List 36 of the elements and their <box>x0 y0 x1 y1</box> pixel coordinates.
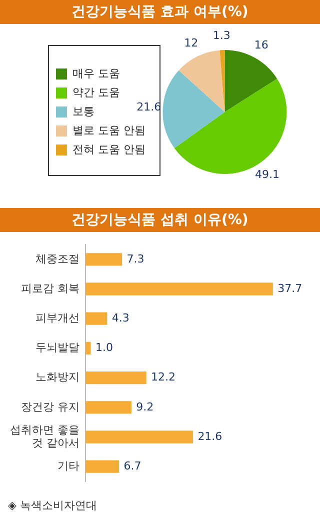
data-label: 7.3 <box>126 252 144 266</box>
y-tick-label: 피부개선 <box>35 311 80 324</box>
y-tick-label: 노화방지 <box>35 370 80 384</box>
data-label: 6.7 <box>124 459 142 472</box>
legend-label: 매우 도움 <box>72 66 120 80</box>
y-tick-label: 두뇌발달 <box>35 341 80 354</box>
y-tick-label: 피로감 회복 <box>20 282 80 295</box>
legend-label: 전혀 도움 안됨 <box>72 142 146 156</box>
y-tick-label: 체중조절 <box>35 252 80 266</box>
bar <box>85 430 194 444</box>
data-label: 16 <box>254 38 268 52</box>
bar <box>85 401 132 414</box>
data-label: 12.2 <box>151 370 176 384</box>
bar <box>85 253 122 266</box>
data-label: 49.1 <box>255 168 280 181</box>
legend-label: 별로 도움 안됨 <box>72 124 146 137</box>
bar <box>85 460 120 473</box>
bar <box>85 282 273 296</box>
data-label: 9.2 <box>136 400 154 414</box>
y-tick-label: 기타 <box>57 459 80 472</box>
text: ◈ 녹색소비자연대 <box>7 498 98 512</box>
data-label: 1.3 <box>212 28 230 42</box>
data-label: 12 <box>184 36 198 50</box>
data-label: 21.6 <box>198 430 222 443</box>
bar <box>85 312 108 325</box>
y-tick-label: 장건강 유지 <box>20 400 80 414</box>
data-label: 37.7 <box>278 282 302 295</box>
data-label: 1.0 <box>95 341 113 354</box>
legend-label: 약간 도움 <box>72 86 120 99</box>
legend-label: 보통 <box>72 104 94 118</box>
y-tick-label: 섭취하면 좋을 것 같아서 <box>10 423 80 450</box>
chart-title: 건강기능식품 효과 여부(%) <box>0 0 320 24</box>
data-label: 4.3 <box>112 311 130 324</box>
bar <box>85 371 146 384</box>
chart-title: 건강기능식품 섭취 이유(%) <box>0 208 320 232</box>
bar <box>85 342 91 355</box>
